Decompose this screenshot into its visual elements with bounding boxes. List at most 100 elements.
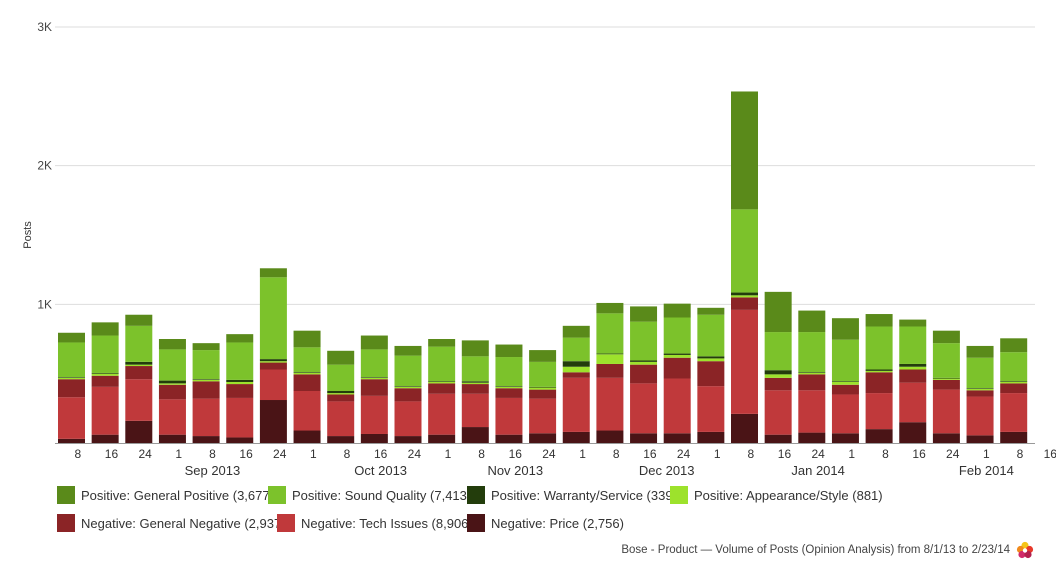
bar-segment[interactable] xyxy=(158,384,186,400)
bar-segment[interactable] xyxy=(226,397,254,438)
bar-segment[interactable] xyxy=(731,209,758,293)
bar-segment[interactable] xyxy=(394,345,422,356)
bar-segment[interactable] xyxy=(899,319,927,327)
bar-segment[interactable] xyxy=(91,322,119,336)
bar-segment[interactable] xyxy=(529,398,557,434)
bar-segment[interactable] xyxy=(428,393,456,435)
bar-segment[interactable] xyxy=(327,364,355,391)
bar-segment[interactable] xyxy=(697,431,725,443)
bar-segment[interactable] xyxy=(764,377,792,391)
bar-segment[interactable] xyxy=(91,373,119,376)
bar-segment[interactable] xyxy=(865,393,893,430)
bar-segment[interactable] xyxy=(663,317,691,354)
bar-segment[interactable] xyxy=(125,314,153,326)
bar-segment[interactable] xyxy=(831,394,859,434)
bar-segment[interactable] xyxy=(360,377,388,380)
bar-segment[interactable] xyxy=(293,330,321,348)
bar-segment[interactable] xyxy=(831,318,859,340)
bar-segment[interactable] xyxy=(663,354,691,358)
bar-segment[interactable] xyxy=(529,389,557,399)
bar-segment[interactable] xyxy=(58,332,85,343)
bar-segment[interactable] xyxy=(798,310,826,333)
bar-segment[interactable] xyxy=(192,379,220,380)
bar-segment[interactable] xyxy=(831,381,859,382)
bar-segment[interactable] xyxy=(1000,381,1028,382)
bar-segment[interactable] xyxy=(529,387,557,390)
bar-segment[interactable] xyxy=(58,342,85,378)
bar-segment[interactable] xyxy=(966,388,994,391)
bar-segment[interactable] xyxy=(865,429,893,443)
bar-segment[interactable] xyxy=(663,303,691,318)
bar-segment[interactable] xyxy=(731,295,758,298)
bar-segment[interactable] xyxy=(596,302,624,314)
bar-segment[interactable] xyxy=(899,363,927,367)
bar-segment[interactable] xyxy=(831,381,859,385)
bar-segment[interactable] xyxy=(764,332,792,371)
legend-item[interactable]: Positive: General Positive (3,677) xyxy=(57,486,274,504)
bar-segment[interactable] xyxy=(932,343,960,378)
bar-segment[interactable] xyxy=(562,337,590,362)
bar-segment[interactable] xyxy=(798,374,826,391)
bar-segment[interactable] xyxy=(259,369,287,401)
bar-segment[interactable] xyxy=(495,397,523,435)
bar-segment[interactable] xyxy=(1000,383,1028,394)
bar-segment[interactable] xyxy=(192,379,220,382)
bar-segment[interactable] xyxy=(394,401,422,437)
bar-segment[interactable] xyxy=(192,350,220,380)
bar-segment[interactable] xyxy=(865,370,893,373)
bar-segment[interactable] xyxy=(259,361,287,363)
bar-segment[interactable] xyxy=(966,390,994,397)
bar-segment[interactable] xyxy=(697,358,725,362)
bar-segment[interactable] xyxy=(394,388,422,402)
bar-segment[interactable] xyxy=(899,422,927,443)
legend-item[interactable]: Negative: Price (2,756) xyxy=(467,514,624,532)
bar-segment[interactable] xyxy=(226,379,254,382)
bar-segment[interactable] xyxy=(394,355,422,387)
bar-segment[interactable] xyxy=(125,366,153,380)
bar-segment[interactable] xyxy=(899,369,927,383)
bar-segment[interactable] xyxy=(932,379,960,390)
bar-segment[interactable] xyxy=(461,381,489,383)
bar-segment[interactable] xyxy=(831,433,859,443)
bar-segment[interactable] xyxy=(360,377,388,378)
bar-segment[interactable] xyxy=(932,377,960,379)
bar-segment[interactable] xyxy=(798,390,826,433)
bar-segment[interactable] xyxy=(461,382,489,385)
legend-item[interactable]: Positive: Appearance/Style (881) xyxy=(670,486,883,504)
bar-segment[interactable] xyxy=(798,372,826,375)
bar-segment[interactable] xyxy=(360,433,388,443)
bar-segment[interactable] xyxy=(327,350,355,365)
bar-segment[interactable] xyxy=(764,374,792,378)
bar-segment[interactable] xyxy=(293,347,321,373)
bar-segment[interactable] xyxy=(663,357,691,379)
bar-segment[interactable] xyxy=(495,388,523,398)
bar-segment[interactable] xyxy=(562,325,590,338)
bar-segment[interactable] xyxy=(1000,338,1028,353)
bar-segment[interactable] xyxy=(293,430,321,443)
bar-segment[interactable] xyxy=(158,349,186,381)
bar-segment[interactable] xyxy=(91,335,119,373)
bar-segment[interactable] xyxy=(293,372,321,373)
bar-segment[interactable] xyxy=(630,360,658,362)
bar-segment[interactable] xyxy=(529,386,557,388)
bar-segment[interactable] xyxy=(596,353,624,355)
bar-segment[interactable] xyxy=(428,381,456,384)
bar-segment[interactable] xyxy=(327,394,355,402)
bar-segment[interactable] xyxy=(158,380,186,384)
bar-segment[interactable] xyxy=(125,364,153,367)
legend-item[interactable]: Positive: Sound Quality (7,413) xyxy=(268,486,471,504)
bar-segment[interactable] xyxy=(663,433,691,443)
bar-segment[interactable] xyxy=(966,345,994,358)
bar-segment[interactable] xyxy=(1000,393,1028,432)
legend-item[interactable]: Negative: Tech Issues (8,906) xyxy=(277,514,473,532)
bar-segment[interactable] xyxy=(461,384,489,394)
bar-segment[interactable] xyxy=(192,398,220,437)
bar-segment[interactable] xyxy=(495,386,523,387)
bar-segment[interactable] xyxy=(394,386,422,387)
bar-segment[interactable] xyxy=(596,377,624,431)
bar-segment[interactable] xyxy=(428,434,456,443)
bar-segment[interactable] xyxy=(461,356,489,382)
bar-segment[interactable] xyxy=(293,374,321,391)
bar-segment[interactable] xyxy=(158,339,186,350)
bar-segment[interactable] xyxy=(360,395,388,434)
